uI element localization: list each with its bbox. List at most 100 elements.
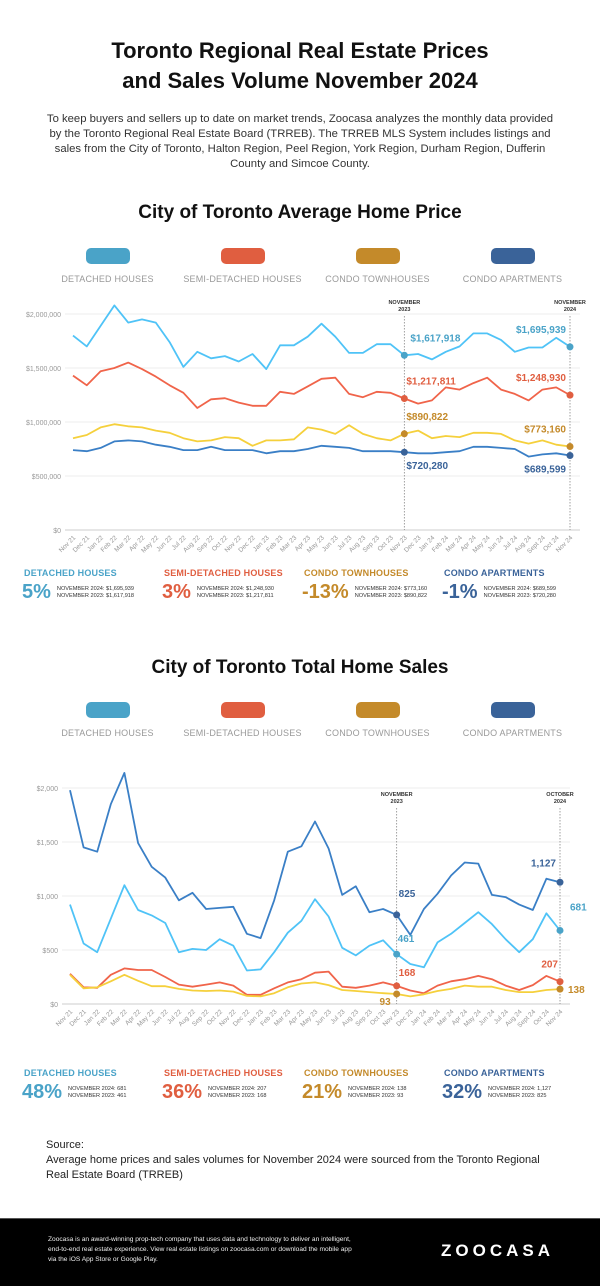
reference-label: NOVEMBER [388,300,420,306]
summary-item: SEMI-DETACHED HOUSES 36% NOVEMBER 2024: … [162,1068,302,1104]
summary-percent-change: 5% [22,581,51,603]
data-label: 207 [541,960,558,971]
series-line [72,304,571,370]
summary-row: 21% NOVEMBER 2024: 138 NOVEMBER 2023: 93 [302,1081,442,1104]
summary-current: NOVEMBER 2024: 1,127 [488,1085,552,1092]
data-point-marker [393,911,401,919]
summary-percent-change: 32% [442,1081,483,1103]
summary-percent-change: 36% [162,1081,203,1103]
summary-previous: NOVEMBER 2023: $890,822 [354,592,428,599]
data-label: 138 [568,985,585,996]
reference-label: 2024 [554,799,567,805]
summary-row: 3% NOVEMBER 2024: $1,248,930 NOVEMBER 20… [162,581,302,604]
y-tick-label: $1,000 [37,894,59,901]
summary-row: 36% NOVEMBER 2024: 207 NOVEMBER 2023: 16… [162,1081,302,1104]
summary-previous: NOVEMBER 2023: 825 [488,1092,547,1099]
summary-row: 48% NOVEMBER 2024: 681 NOVEMBER 2023: 46… [22,1081,162,1104]
summary-category: CONDO TOWNHOUSES [304,1068,409,1078]
data-point-marker [566,452,574,460]
data-label: $890,822 [406,412,448,423]
summary-category: DETACHED HOUSES [24,568,117,578]
data-label: $720,280 [406,461,448,472]
legend-item-detached: DETACHED HOUSES [40,248,175,284]
summary-values: NOVEMBER 2024: 138 NOVEMBER 2023: 93 [348,1086,406,1100]
summary-category: DETACHED HOUSES [24,1068,117,1078]
summary-values: NOVEMBER 2024: $1,248,930 NOVEMBER 2023:… [197,586,274,600]
legend-swatch [220,702,265,718]
x-tick-label: Jun 22 [151,1008,170,1027]
title-line-1: Toronto Regional Real Estate Prices [111,38,489,63]
price-line-chart: $0 $500,000 $1,000,000 $1,500,000 $2,000,000… [26,300,586,555]
summary-current: NOVEMBER 2024: 207 [208,1085,267,1092]
data-point-marker [556,985,564,993]
summary-item: SEMI-DETACHED HOUSES 3% NOVEMBER 2024: $… [162,568,302,604]
series-line [69,884,561,972]
source-heading: Source: [46,1139,84,1151]
summary-percent-change: 21% [302,1081,343,1103]
y-tick-label: $1,500 [37,840,59,847]
y-tick-label: $1,000,000 [26,420,61,427]
legend-swatch [85,702,130,718]
sales-chart-legend: DETACHED HOUSES SEMI-DETACHED HOUSES CON… [40,702,580,738]
summary-category: CONDO APARTMENTS [444,568,545,578]
y-tick-label: $1,500,000 [26,366,61,373]
data-label: $689,599 [524,465,566,476]
legend-swatch [355,248,400,264]
data-point-marker [556,978,564,986]
summary-current: NOVEMBER 2024: 138 [348,1085,407,1092]
summary-item: CONDO TOWNHOUSES 21% NOVEMBER 2024: 138 … [302,1068,442,1104]
series-line [69,967,561,996]
reference-label: OCTOBER [546,792,573,798]
data-label: $1,695,939 [516,325,566,336]
summary-row: -1% NOVEMBER 2024: $689,599 NOVEMBER 202… [442,581,582,604]
footer: Zoocasa is an award-winning prop-tech co… [0,1218,600,1286]
summary-percent-change: 3% [162,581,191,603]
series-line [69,771,561,940]
x-tick-label: Jun 23 [314,1008,333,1027]
source-text: Average home prices and sales volumes fo… [46,1154,540,1181]
legend-item-condo-apartments: CONDO APARTMENTS [445,248,580,284]
data-point-marker [566,442,574,450]
data-point-marker [566,343,574,351]
summary-current: NOVEMBER 2024: $773,160 [354,585,428,592]
legend-swatch [490,702,535,718]
summary-category: CONDO TOWNHOUSES [304,568,409,578]
data-label: 168 [399,968,416,979]
summary-previous: NOVEMBER 2023: 93 [348,1092,404,1099]
series-line [72,361,571,409]
y-tick-label: $500 [42,948,58,955]
legend-swatch [490,248,535,264]
reference-label: NOVEMBER [554,300,586,306]
legend-label: CONDO TOWNHOUSES [325,728,430,738]
summary-previous: NOVEMBER 2023: $720,280 [483,592,557,599]
summary-row: 32% NOVEMBER 2024: 1,127 NOVEMBER 2023: … [442,1081,582,1104]
summary-current: NOVEMBER 2024: 681 [68,1085,127,1092]
summary-values: NOVEMBER 2024: 207 NOVEMBER 2023: 168 [208,1086,266,1100]
x-tick-label: Jun 23 [321,534,340,553]
summary-item: DETACHED HOUSES 5% NOVEMBER 2024: $1,695… [22,568,162,604]
sales-summary: DETACHED HOUSES 48% NOVEMBER 2024: 681 N… [22,1068,582,1104]
data-point-marker [556,926,564,934]
legend-label: CONDO TOWNHOUSES [325,274,430,284]
legend-label: DETACHED HOUSES [61,728,154,738]
data-label: $1,617,918 [410,333,460,344]
x-tick-label: Jun 22 [155,534,174,553]
legend-item-condo-townhouses: CONDO TOWNHOUSES [310,248,445,284]
legend-label: CONDO APARTMENTS [462,274,563,284]
summary-percent-change: -13% [302,581,349,603]
price-summary: DETACHED HOUSES 5% NOVEMBER 2024: $1,695… [22,568,582,604]
summary-percent-change: -1% [442,581,478,603]
legend-swatch [220,248,265,264]
data-point-marker [400,430,408,438]
summary-values: NOVEMBER 2024: $689,599 NOVEMBER 2023: $… [484,586,556,600]
data-label: 461 [398,934,415,945]
data-label: $1,248,930 [516,373,566,384]
legend-swatch [85,248,130,264]
legend-swatch [355,702,400,718]
summary-previous: NOVEMBER 2023: $1,617,918 [56,592,135,599]
data-point-marker [400,394,408,402]
series-line [69,973,561,998]
intro-paragraph: To keep buyers and sellers up to date on… [46,113,554,170]
summary-category: SEMI-DETACHED HOUSES [164,1068,283,1078]
